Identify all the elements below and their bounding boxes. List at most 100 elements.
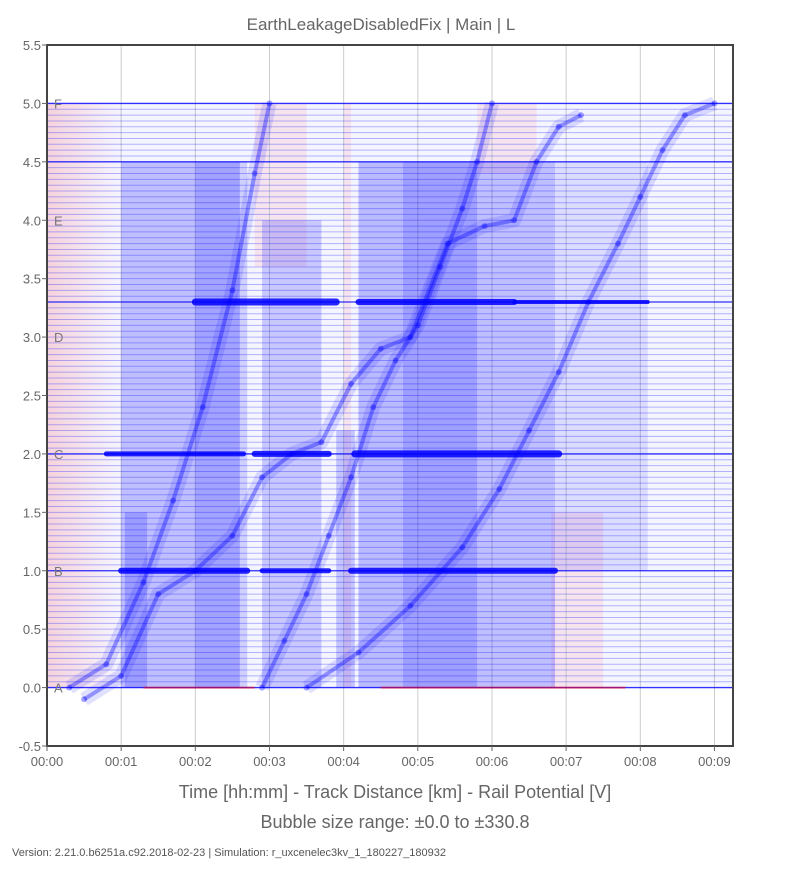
data-point	[444, 240, 451, 247]
data-point	[459, 544, 466, 551]
data-point	[318, 439, 325, 446]
y-tick-label: 4.5	[23, 155, 41, 170]
negative-region	[343, 103, 352, 688]
data-point	[81, 696, 88, 703]
station-label: D	[54, 330, 63, 345]
potential-band	[336, 430, 355, 688]
y-tick-label: -0.5	[19, 739, 41, 754]
trajectory	[68, 102, 272, 690]
data-point	[229, 532, 236, 539]
y-tick-label: 4.0	[23, 213, 41, 228]
negative-region	[551, 512, 604, 688]
station-label: F	[54, 96, 62, 111]
data-point	[355, 649, 362, 656]
trajectory-band	[65, 101, 277, 694]
data-point	[496, 485, 503, 492]
y-tick-label: 3.5	[23, 272, 41, 287]
data-point	[377, 345, 384, 352]
y-tick-label: 5.5	[23, 38, 41, 53]
trajectory	[305, 101, 716, 690]
data-point	[437, 263, 444, 270]
potential-band	[121, 161, 240, 688]
data-point	[192, 567, 199, 574]
data-point	[533, 158, 540, 165]
x-axis-ticks: 00:00 00:01 00:02 00:03 00:04 00:05 00:06 00:07…	[31, 746, 731, 769]
data-point	[637, 193, 644, 200]
data-point	[555, 369, 562, 376]
negative-region	[254, 103, 307, 267]
data-point	[229, 287, 236, 294]
train-trajectories	[65, 96, 718, 706]
data-point	[659, 147, 666, 154]
y-tick-label: 3.0	[23, 330, 41, 345]
x-tick-label: 00:04	[327, 754, 360, 769]
station-label: E	[54, 213, 63, 228]
x-tick-label: 00:00	[31, 754, 64, 769]
data-point	[348, 380, 355, 387]
station-label: C	[54, 447, 63, 462]
data-point	[615, 240, 622, 247]
y-tick-label: 1.5	[23, 505, 41, 520]
data-point	[155, 591, 162, 598]
y-tick-label: 2.0	[23, 447, 41, 462]
y-axis-ticks: -0.5 0.0 0.5 1.0 1.5 2.0 2.5 3.0 3.5 4.0 4.5 5.0 5.5	[19, 38, 47, 754]
trajectory	[260, 102, 494, 689]
data-point	[488, 100, 495, 107]
y-tick-label: 2.5	[23, 389, 41, 404]
version-footer: Version: 2.21.0.b6251a.c92.2018-02-23 | …	[12, 847, 447, 859]
x-axis-title: Time [hh:mm] - Track Distance [km] - Rai…	[179, 782, 611, 802]
data-point	[281, 637, 288, 644]
x-tick-label: 00:06	[476, 754, 509, 769]
data-point	[103, 661, 110, 668]
trajectory	[83, 113, 582, 701]
data-point	[407, 602, 414, 609]
data-point	[140, 579, 147, 586]
x-tick-label: 00:07	[550, 754, 583, 769]
potential-band	[477, 161, 556, 688]
y-tick-label: 0.5	[23, 622, 41, 637]
negative-region	[47, 103, 122, 688]
potential-band	[402, 161, 478, 688]
data-point	[585, 299, 592, 306]
x-tick-label: 00:01	[105, 754, 138, 769]
data-point	[681, 112, 688, 119]
potential-band	[124, 512, 148, 688]
data-point	[251, 170, 258, 177]
data-point	[118, 672, 125, 679]
data-point	[474, 158, 481, 165]
data-point	[511, 217, 518, 224]
data-point	[199, 404, 206, 411]
trajectory-band	[80, 108, 585, 706]
data-point	[459, 205, 466, 212]
data-point	[266, 100, 273, 107]
y-tick-label: 0.0	[23, 681, 41, 696]
distance-lines	[47, 102, 733, 689]
data-point	[407, 334, 414, 341]
data-point	[414, 322, 421, 329]
trajectory-band	[302, 96, 718, 694]
chart: EarthLeakageDisabledFix | Main | L 00:00…	[19, 15, 734, 832]
data-point	[325, 532, 332, 539]
potential-bands	[47, 103, 733, 688]
data-point	[555, 123, 562, 130]
x-tick-label: 00:09	[698, 754, 731, 769]
x-tick-label: 00:02	[179, 754, 212, 769]
data-point	[259, 684, 266, 691]
data-point	[66, 684, 73, 691]
station-label: B	[54, 564, 63, 579]
x-tick-label: 00:03	[253, 754, 286, 769]
bubble-size-note: Bubble size range: ±0.0 to ±330.8	[261, 812, 530, 832]
data-point	[370, 404, 377, 411]
trajectory-band	[255, 101, 499, 691]
station-lines	[47, 102, 733, 689]
data-point	[392, 357, 399, 364]
potential-band	[358, 161, 478, 688]
data-point	[288, 450, 295, 457]
y-tick-label: 5.0	[23, 96, 41, 111]
potential-band	[555, 161, 648, 571]
y-tick-label: 1.0	[23, 564, 41, 579]
potential-band	[47, 103, 733, 688]
station-labels: A B C D E F	[54, 96, 63, 695]
data-point	[303, 591, 310, 598]
data-point	[348, 474, 355, 481]
